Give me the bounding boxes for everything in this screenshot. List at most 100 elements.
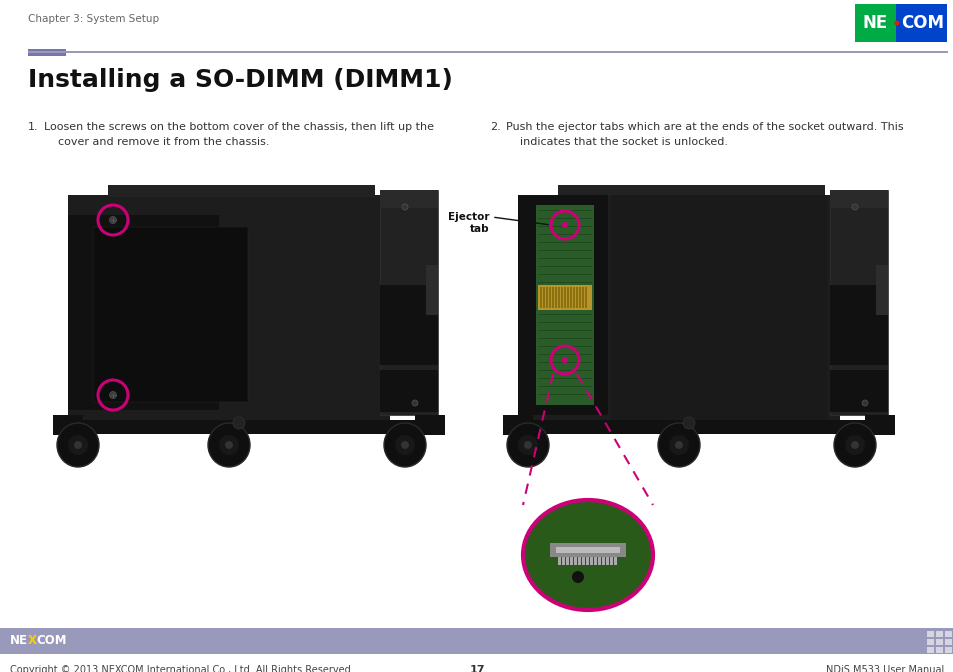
Circle shape <box>862 400 867 406</box>
Ellipse shape <box>833 423 875 467</box>
Bar <box>581 557 584 565</box>
Text: 17: 17 <box>469 665 484 672</box>
Circle shape <box>401 204 408 210</box>
Bar <box>537 290 592 291</box>
Circle shape <box>225 441 233 449</box>
Bar <box>28 51 947 53</box>
Circle shape <box>523 441 532 449</box>
Bar <box>569 557 573 565</box>
Bar <box>379 190 437 415</box>
Bar <box>829 190 887 415</box>
Bar <box>875 265 887 315</box>
Bar <box>609 557 613 565</box>
Bar <box>537 266 592 267</box>
Text: NE: NE <box>10 634 28 648</box>
Bar <box>854 4 896 42</box>
Bar <box>537 330 592 331</box>
Text: NDiS M533 User Manual: NDiS M533 User Manual <box>825 665 943 672</box>
Bar <box>537 362 592 363</box>
Bar <box>537 258 592 259</box>
Bar <box>944 647 951 653</box>
Bar <box>573 287 575 308</box>
Circle shape <box>572 571 583 583</box>
Bar <box>944 639 951 645</box>
Circle shape <box>400 441 409 449</box>
Bar <box>537 274 592 275</box>
Bar <box>558 287 559 308</box>
Bar <box>415 415 444 435</box>
Bar <box>537 306 592 307</box>
Bar <box>609 195 826 425</box>
Bar <box>944 631 951 637</box>
Circle shape <box>893 21 899 26</box>
Bar <box>829 370 887 412</box>
Ellipse shape <box>506 423 548 467</box>
Bar <box>379 285 437 365</box>
Bar <box>517 195 840 425</box>
Ellipse shape <box>219 435 239 455</box>
Bar <box>53 415 83 435</box>
Ellipse shape <box>658 423 700 467</box>
Bar <box>502 420 889 434</box>
Text: X: X <box>28 634 37 648</box>
Bar <box>537 370 592 371</box>
Ellipse shape <box>68 435 88 455</box>
Text: Chapter 3: System Setup: Chapter 3: System Setup <box>28 14 159 24</box>
Text: Copyright © 2013 NEXCOM International Co., Ltd. All Rights Reserved.: Copyright © 2013 NEXCOM International Co… <box>10 665 354 672</box>
Ellipse shape <box>522 500 652 610</box>
Bar <box>574 557 577 565</box>
Bar <box>829 190 887 208</box>
Bar <box>542 287 544 308</box>
Bar <box>537 378 592 379</box>
Bar <box>537 218 592 219</box>
Bar <box>108 185 375 197</box>
Text: 2.: 2. <box>490 122 500 132</box>
Bar <box>379 370 437 412</box>
Bar <box>558 185 824 197</box>
Bar <box>537 322 592 323</box>
Text: COM: COM <box>36 634 67 648</box>
Bar <box>92 227 248 402</box>
Bar <box>561 557 564 565</box>
Text: Ejector
tab: Ejector tab <box>448 212 490 234</box>
Circle shape <box>561 222 567 228</box>
Bar <box>537 242 592 243</box>
Bar <box>569 287 572 308</box>
Ellipse shape <box>384 423 426 467</box>
Text: 1.: 1. <box>28 122 38 132</box>
Circle shape <box>412 400 417 406</box>
Circle shape <box>110 392 116 398</box>
Bar <box>935 631 942 637</box>
Bar <box>896 4 946 42</box>
Ellipse shape <box>395 435 415 455</box>
Bar <box>537 250 592 251</box>
Bar <box>578 287 580 308</box>
Text: Loosen the screws on the bottom cover of the chassis, then lift up the
    cover: Loosen the screws on the bottom cover of… <box>44 122 434 146</box>
Ellipse shape <box>57 423 99 467</box>
Bar <box>560 287 562 308</box>
Bar <box>565 557 568 565</box>
Bar <box>926 639 933 645</box>
Bar <box>935 647 942 653</box>
Text: Push the ejector tabs which are at the ends of the socket outward. This
    indi: Push the ejector tabs which are at the e… <box>505 122 902 146</box>
Bar <box>537 226 592 227</box>
Bar <box>614 557 617 565</box>
Bar <box>605 557 608 565</box>
Bar <box>550 543 625 557</box>
Bar <box>28 49 66 56</box>
Bar <box>935 639 942 645</box>
Bar <box>537 282 592 283</box>
Bar <box>537 346 592 347</box>
Bar <box>537 314 592 315</box>
Circle shape <box>851 204 857 210</box>
Ellipse shape <box>844 435 864 455</box>
Bar <box>537 210 592 211</box>
Bar <box>536 205 594 405</box>
Bar <box>537 234 592 235</box>
Circle shape <box>682 417 695 429</box>
Bar <box>864 415 894 435</box>
Bar <box>68 215 219 410</box>
Bar <box>537 354 592 355</box>
Bar <box>558 557 560 565</box>
Bar <box>581 287 583 308</box>
